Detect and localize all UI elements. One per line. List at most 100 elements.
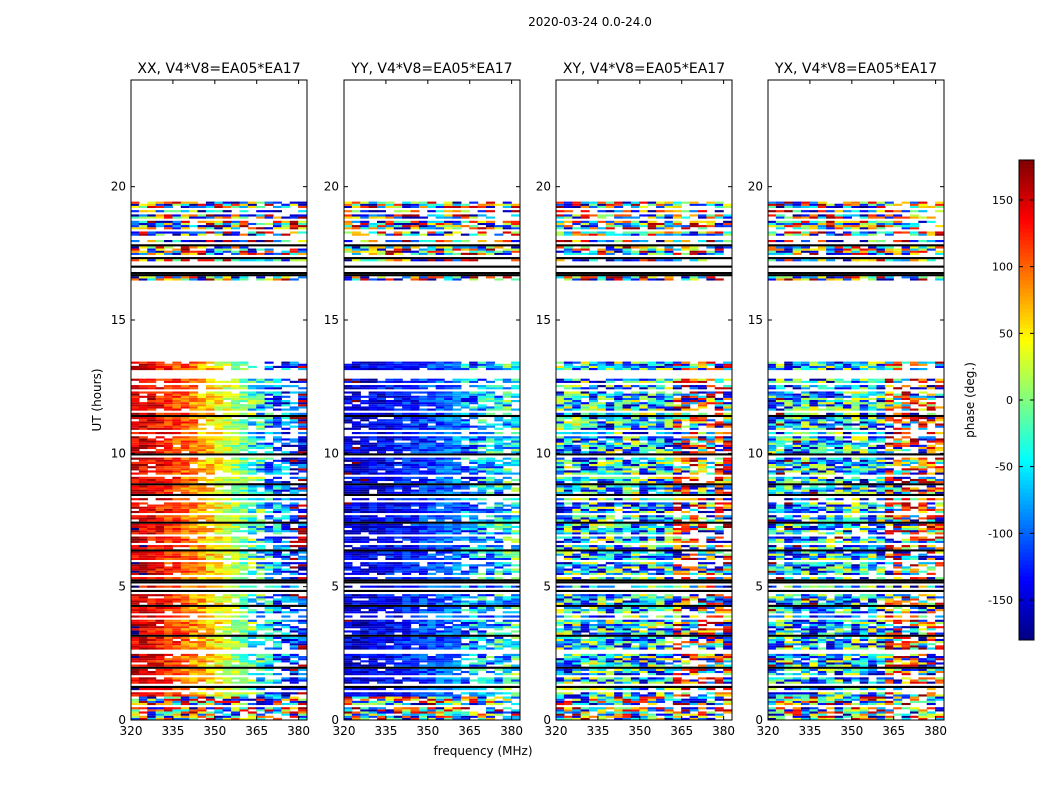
- heatmap-cell: [351, 568, 361, 571]
- heatmap-cell: [281, 461, 291, 464]
- heatmap-cell: [460, 508, 470, 511]
- heatmap-cell: [164, 468, 174, 471]
- heatmap-cell: [131, 715, 140, 718]
- heatmap-cell: [189, 457, 199, 460]
- heatmap-cell: [368, 444, 378, 447]
- heatmap-cell: [427, 715, 437, 718]
- heatmap-cell: [222, 525, 232, 528]
- heatmap-cell: [155, 647, 165, 650]
- heatmap-cell: [435, 660, 445, 663]
- heatmap-cell: [377, 641, 387, 644]
- heatmap-cell: [281, 632, 291, 635]
- heatmap-cell: [298, 547, 307, 550]
- heatmap-cell: [418, 700, 428, 703]
- heatmap-cell: [147, 451, 157, 454]
- heatmap-cell: [306, 248, 307, 251]
- heatmap-cell: [344, 564, 353, 567]
- heatmap-cell: [410, 472, 420, 475]
- heatmap-cell: [256, 696, 266, 699]
- heatmap-cell: [393, 419, 403, 422]
- heatmap-cell: [264, 478, 274, 482]
- heatmap-cell: [214, 446, 224, 450]
- heatmap-cell: [289, 660, 299, 663]
- heatmap-cell: [477, 664, 487, 667]
- heatmap-cell: [189, 660, 199, 663]
- heatmap-cell: [469, 668, 479, 671]
- heatmap-cell: [155, 432, 165, 435]
- heatmap-cell: [360, 528, 370, 531]
- heatmap-cell: [485, 487, 495, 490]
- heatmap-cell: [205, 510, 215, 514]
- heatmap-cell: [444, 515, 454, 518]
- heatmap-cell: [368, 449, 378, 452]
- heatmap-cell: [214, 491, 224, 494]
- heatmap-cell: [155, 417, 165, 420]
- heatmap-cell: [418, 404, 428, 407]
- heatmap-cell: [519, 487, 520, 490]
- heatmap-cell: [155, 656, 165, 659]
- heatmap-cell: [351, 702, 361, 706]
- heatmap-cell: [205, 404, 215, 407]
- heatmap-cell: [147, 459, 157, 462]
- heatmap-cell: [485, 508, 495, 511]
- heatmap-cell: [435, 700, 445, 703]
- y-tick-label: 20: [111, 180, 126, 194]
- heatmap-cell: [281, 694, 291, 697]
- heatmap-cell: [444, 478, 454, 482]
- heatmap-cell: [281, 707, 291, 710]
- heatmap-cell: [368, 624, 378, 627]
- heatmap-cell: [147, 700, 157, 703]
- heatmap-cell: [222, 393, 232, 396]
- heatmap-cell: [172, 553, 182, 556]
- heatmap-cell: [247, 530, 257, 533]
- heatmap-cell: [289, 459, 299, 462]
- heatmap-cell: [180, 459, 190, 462]
- heatmap-cell: [138, 233, 148, 236]
- heatmap-cell: [189, 476, 199, 479]
- heatmap-cell: [385, 425, 395, 428]
- heatmap-cell: [351, 404, 361, 407]
- heatmap-cell: [189, 491, 199, 494]
- heatmap-cell: [189, 658, 199, 661]
- heatmap-cell: [452, 487, 462, 490]
- heatmap-cell: [469, 638, 479, 642]
- heatmap-cell: [264, 562, 274, 565]
- flagged-row: [131, 453, 307, 456]
- heatmap-cell: [214, 628, 224, 631]
- heatmap-cell: [306, 461, 307, 464]
- heatmap-cell: [180, 709, 190, 712]
- heatmap-cell: [231, 227, 241, 230]
- heatmap-cell: [197, 600, 207, 603]
- heatmap-cell: [189, 397, 199, 400]
- heatmap-cell: [231, 423, 241, 426]
- heatmap-cell: [298, 677, 307, 680]
- heatmap-cell: [197, 540, 207, 543]
- heatmap-cell: [477, 489, 487, 492]
- heatmap-cell: [272, 594, 282, 597]
- heatmap-cell: [360, 530, 370, 533]
- heatmap-cell: [247, 457, 257, 460]
- heatmap-cell: [138, 626, 148, 629]
- heatmap-cell: [155, 214, 165, 217]
- heatmap-cell: [351, 681, 361, 684]
- heatmap-cell: [281, 568, 291, 571]
- heatmap-cell: [351, 632, 361, 635]
- heatmap-cell: [131, 698, 140, 701]
- heatmap-cell: [197, 577, 207, 580]
- heatmap-cell: [197, 658, 207, 661]
- heatmap-cell: [147, 402, 157, 405]
- heatmap-cell: [172, 523, 182, 526]
- heatmap-cell: [155, 449, 165, 452]
- heatmap-cell: [205, 615, 215, 618]
- heatmap-cell: [469, 679, 479, 682]
- heatmap-cell: [231, 203, 241, 206]
- heatmap-cell: [494, 436, 504, 439]
- heatmap-cell: [485, 647, 495, 650]
- heatmap-cell: [147, 276, 157, 279]
- heatmap-cell: [180, 380, 190, 383]
- heatmap-cell: [435, 566, 445, 569]
- heatmap-cell: [272, 380, 282, 383]
- heatmap-cell: [452, 630, 462, 633]
- heatmap-cell: [402, 673, 412, 676]
- heatmap-cell: [281, 577, 291, 580]
